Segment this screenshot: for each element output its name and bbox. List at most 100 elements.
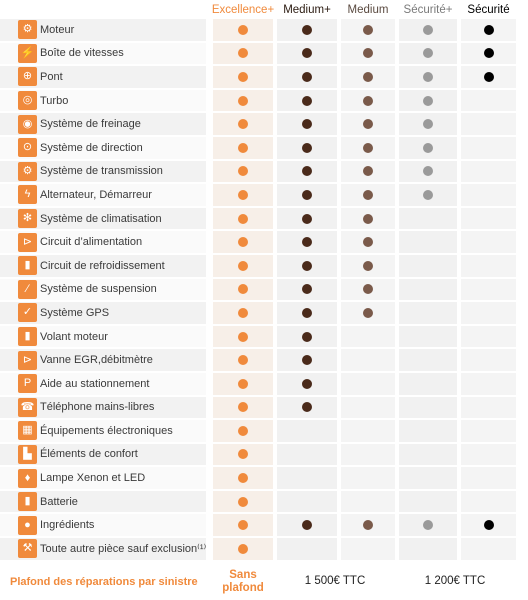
coverage-cell <box>341 254 395 277</box>
table-row: ∕ Système de suspension <box>0 278 528 302</box>
turbo-icon: ◎ <box>18 91 37 111</box>
coverage-cell <box>213 349 273 371</box>
coverage-cell <box>277 19 337 41</box>
coverage-cell <box>399 42 457 65</box>
row-label-area: ✻ Système de climatisation <box>0 207 206 230</box>
coverage-dot <box>238 260 248 271</box>
coverage-cell <box>277 538 337 560</box>
coverage-cell <box>277 372 337 395</box>
coverage-dot <box>423 24 433 35</box>
coverage-dot <box>363 71 373 82</box>
plafond-line: plafond <box>222 582 264 594</box>
coverage-cell <box>277 113 337 135</box>
coverage-cell <box>213 184 273 206</box>
plan-medium-plus: Medium+ <box>283 4 331 16</box>
coverage-cell <box>213 113 273 135</box>
coverage-cell <box>461 302 516 324</box>
coverage-cell <box>213 325 273 348</box>
coverage-dot <box>302 119 312 130</box>
coverage-dot <box>238 520 248 531</box>
phone-icon: ☎ <box>18 397 37 417</box>
row-label: Circuit d’alimentation <box>40 236 143 249</box>
coverage-dot <box>238 119 248 130</box>
row-label: Équipements électroniques <box>40 424 173 437</box>
coverage-cell <box>341 349 395 371</box>
row-label-area: ▮ Volant moteur <box>0 325 206 348</box>
row-label-area: ⊕ Pont <box>0 66 206 88</box>
coverage-dot <box>302 284 312 295</box>
coverage-dot <box>302 237 312 248</box>
coverage-cell <box>461 89 516 112</box>
coverage-cell <box>277 349 337 371</box>
coverage-dot <box>238 48 248 59</box>
coverage-cell <box>399 231 457 253</box>
coverage-cell <box>213 420 273 442</box>
table-row: ▙ Éléments de confort <box>0 443 528 467</box>
table-row: ϟ Alternateur, Démarreur <box>0 183 528 207</box>
row-label: Système de climatisation <box>40 212 162 225</box>
coverage-cell <box>461 160 516 183</box>
row-label-area: ▮ Batterie <box>0 490 206 513</box>
coverage-cell <box>277 396 337 419</box>
gps-icon: ✓ <box>18 303 37 323</box>
row-label-area: ⚡ Boîte de vitesses <box>0 42 206 65</box>
row-label-area: ⚒ Toute autre pièce sauf exclusion⁽¹⁾ <box>0 538 206 560</box>
coverage-cell <box>461 184 516 206</box>
table-row: ⚙ Moteur <box>0 18 528 42</box>
table-row: ● Ingrédients <box>0 513 528 537</box>
row-label: Toute autre pièce sauf exclusion⁽¹⁾ <box>40 543 207 556</box>
row-label: Circuit de refroidissement <box>40 259 165 272</box>
coverage-dot <box>238 284 248 295</box>
coverage-cell <box>399 160 457 183</box>
transmission-icon: ⚙ <box>18 161 37 181</box>
coverage-cell <box>277 302 337 324</box>
parking-icon: P <box>18 374 37 394</box>
row-label-area: ♦ Lampe Xenon et LED <box>0 467 206 489</box>
battery-icon: ▮ <box>18 492 37 512</box>
row-label-area: ▦ Équipements électroniques <box>0 420 206 442</box>
coverage-dot <box>238 355 248 366</box>
coverage-cell <box>341 160 395 183</box>
row-label-area: ◎ Turbo <box>0 89 206 112</box>
coverage-cell <box>461 19 516 41</box>
coverage-cell <box>277 66 337 88</box>
fuel-circuit-icon: ⊳ <box>18 232 37 252</box>
row-label: Système de freinage <box>40 118 141 131</box>
row-label-area: ∕ Système de suspension <box>0 278 206 301</box>
coverage-dot <box>483 520 494 531</box>
coverage-cell <box>277 184 337 206</box>
fluid-drop-icon: ● <box>18 515 37 535</box>
coverage-cell <box>213 231 273 253</box>
medium-ceiling-value: 1 500€ TTC <box>304 575 366 587</box>
row-label: Batterie <box>40 495 78 508</box>
coverage-cell <box>399 420 457 442</box>
coverage-dot <box>302 71 312 82</box>
row-label-area: ⊳ Vanne EGR,débitmètre <box>0 349 206 371</box>
coverage-cell <box>213 514 273 537</box>
coverage-cell <box>213 19 273 41</box>
plan-medium: Medium <box>347 4 389 16</box>
repair-ceiling-label: Plafond des réparations par sinistre <box>10 576 198 588</box>
coverage-dot <box>302 142 312 153</box>
coverage-cell <box>399 113 457 135</box>
coverage-dot <box>363 284 373 295</box>
table-row: ⊕ Pont <box>0 65 528 89</box>
steering-icon: ⊙ <box>18 138 37 158</box>
row-label-area: ⊙ Système de direction <box>0 136 206 159</box>
coverage-cell <box>213 136 273 159</box>
coverage-cell <box>461 278 516 301</box>
electronics-icon: ▦ <box>18 421 37 441</box>
table-row: ▮ Circuit de refroidissement <box>0 254 528 278</box>
coverage-cell <box>213 42 273 65</box>
coverage-cell <box>213 278 273 301</box>
coverage-cell <box>341 278 395 301</box>
coverage-dot <box>238 237 248 248</box>
coverage-dot <box>238 402 248 413</box>
coverage-cell <box>277 278 337 301</box>
coverage-cell <box>461 113 516 135</box>
table-row: ✻ Système de climatisation <box>0 207 528 231</box>
coverage-cell <box>341 19 395 41</box>
coverage-cell <box>399 325 457 348</box>
coverage-dot <box>423 119 433 130</box>
row-label-area: ▮ Circuit de refroidissement <box>0 254 206 277</box>
